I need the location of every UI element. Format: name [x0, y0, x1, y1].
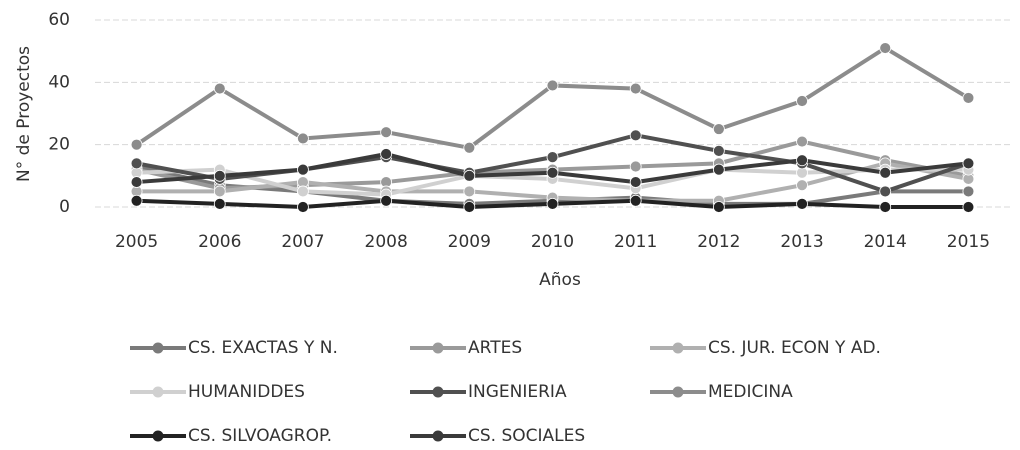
y-tick-label: 40	[48, 72, 70, 92]
y-tick-label: 20	[48, 135, 70, 155]
y-tick-label: 60	[48, 10, 70, 30]
legend-marker	[152, 386, 164, 398]
point	[213, 82, 226, 95]
point	[879, 42, 892, 54]
legend-label: HUMANIDDES	[188, 382, 305, 402]
point	[962, 92, 975, 104]
point	[130, 157, 143, 170]
series-line	[135, 45, 970, 150]
legend-marker	[152, 430, 164, 442]
point	[463, 141, 476, 154]
point	[297, 185, 309, 198]
x-tick-label: 2007	[281, 232, 324, 252]
x-tick-label: 2010	[531, 232, 574, 252]
legend-label: INGENIERIA	[468, 382, 567, 402]
point	[463, 169, 476, 182]
legend-marker	[432, 342, 444, 354]
point	[463, 185, 476, 198]
legend-label: CS. SILVOAGROP.	[188, 426, 332, 446]
point	[712, 123, 725, 135]
point	[796, 197, 808, 210]
point	[962, 157, 975, 170]
point	[796, 95, 808, 107]
legend-marker	[432, 386, 444, 398]
x-tick-label: 2013	[780, 232, 823, 252]
legend-marker	[432, 430, 444, 442]
x-tick-label: 2012	[697, 232, 740, 252]
point	[712, 144, 725, 157]
point	[879, 201, 892, 213]
point	[879, 166, 892, 179]
legend-label: MEDICINA	[708, 382, 793, 402]
point	[380, 126, 393, 139]
point	[130, 176, 143, 188]
x-tick-label: 2011	[614, 232, 657, 252]
point	[213, 169, 226, 182]
x-tick-label: 2008	[365, 232, 408, 252]
x-tick-label: 2006	[198, 232, 241, 252]
point	[962, 185, 975, 198]
point	[380, 148, 393, 160]
point	[213, 185, 226, 198]
x-tick-label: 2009	[448, 232, 491, 252]
legend-label: CS. SOCIALES	[468, 426, 585, 446]
point	[879, 185, 892, 198]
point	[629, 82, 642, 95]
legend-marker	[672, 386, 684, 398]
x-tick-label: 2005	[115, 232, 158, 252]
point	[796, 154, 808, 167]
point	[712, 201, 725, 213]
point	[629, 176, 642, 188]
point	[463, 201, 476, 213]
point	[297, 163, 309, 176]
point	[546, 151, 559, 164]
legend-label: CS. EXACTAS Y N.	[188, 338, 338, 358]
legend-label: ARTES	[468, 338, 522, 358]
point	[629, 160, 642, 173]
point	[712, 163, 725, 176]
y-axis-label: N° de Proyectos	[14, 46, 34, 182]
point	[629, 129, 642, 142]
point	[130, 138, 143, 151]
point	[213, 197, 226, 210]
point	[546, 79, 559, 92]
point	[629, 194, 642, 207]
y-tick-label: 0	[59, 197, 70, 217]
x-tick-label: 2015	[947, 232, 990, 252]
legend-marker	[152, 342, 164, 354]
legend-label: CS. JUR. ECON Y AD.	[708, 338, 881, 358]
point	[546, 166, 559, 179]
point	[130, 194, 143, 207]
x-tick-label: 2014	[864, 232, 907, 252]
point	[297, 132, 309, 145]
legend-marker	[672, 342, 684, 354]
point	[546, 197, 559, 210]
point	[796, 135, 808, 148]
x-axis-label: Años	[539, 270, 581, 290]
point	[796, 179, 808, 192]
point	[380, 194, 393, 207]
point	[297, 201, 309, 213]
point	[962, 201, 975, 213]
